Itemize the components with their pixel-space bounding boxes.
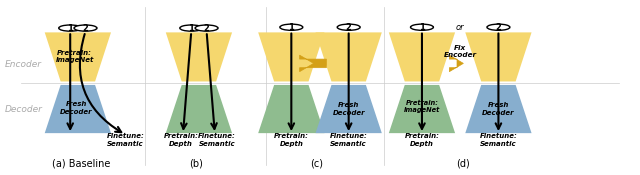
Polygon shape <box>465 85 532 133</box>
Text: Pretrain:
Depth: Pretrain: Depth <box>164 133 198 147</box>
Circle shape <box>74 25 97 31</box>
Text: 2: 2 <box>495 23 501 32</box>
Text: Finetune:
Semantic: Finetune: Semantic <box>107 133 145 147</box>
Circle shape <box>337 24 360 30</box>
Text: Finetune:
Semantic: Finetune: Semantic <box>330 133 367 147</box>
Polygon shape <box>258 85 324 133</box>
Text: Decoder: Decoder <box>4 104 42 114</box>
Polygon shape <box>449 55 463 72</box>
Polygon shape <box>465 32 532 82</box>
Text: Finetune:
Semantic: Finetune: Semantic <box>198 133 236 147</box>
Text: 2: 2 <box>204 24 209 33</box>
Text: or: or <box>456 23 465 32</box>
Text: 1: 1 <box>67 24 73 33</box>
Text: Finetune:
Semantic: Finetune: Semantic <box>479 133 517 147</box>
Text: Pretrain:
ImageNet: Pretrain: ImageNet <box>56 50 94 63</box>
Text: (b): (b) <box>189 158 203 169</box>
Text: Fix
Encoder: Fix Encoder <box>444 45 477 58</box>
Circle shape <box>180 25 203 31</box>
Circle shape <box>280 24 303 30</box>
Text: Fresh
Decoder: Fresh Decoder <box>332 102 365 116</box>
Text: 1: 1 <box>419 23 425 32</box>
Text: Pretrain:
ImageNet: Pretrain: ImageNet <box>404 100 440 113</box>
Text: Encoder: Encoder <box>4 60 42 69</box>
Text: (d): (d) <box>456 158 470 169</box>
Circle shape <box>487 24 510 30</box>
Polygon shape <box>316 85 382 133</box>
Polygon shape <box>166 85 232 133</box>
Text: 1: 1 <box>188 24 194 33</box>
Polygon shape <box>166 32 232 82</box>
Polygon shape <box>389 85 455 133</box>
Text: (c): (c) <box>310 158 323 169</box>
Polygon shape <box>389 32 455 82</box>
Circle shape <box>410 24 433 30</box>
Text: 2: 2 <box>346 23 351 32</box>
Text: Pretrain:
Depth: Pretrain: Depth <box>274 133 308 147</box>
Text: 1: 1 <box>289 23 294 32</box>
Polygon shape <box>258 32 324 82</box>
Text: (a) Baseline: (a) Baseline <box>52 158 110 169</box>
Circle shape <box>59 25 82 31</box>
Text: Fresh
Decoder: Fresh Decoder <box>60 102 93 115</box>
Polygon shape <box>45 32 111 82</box>
Polygon shape <box>300 55 326 72</box>
Polygon shape <box>45 85 111 133</box>
Polygon shape <box>316 32 382 82</box>
Text: 2: 2 <box>83 24 88 33</box>
Circle shape <box>195 25 218 31</box>
Text: Fresh
Decoder: Fresh Decoder <box>482 102 515 116</box>
Text: Pretrain:
Depth: Pretrain: Depth <box>404 133 440 147</box>
